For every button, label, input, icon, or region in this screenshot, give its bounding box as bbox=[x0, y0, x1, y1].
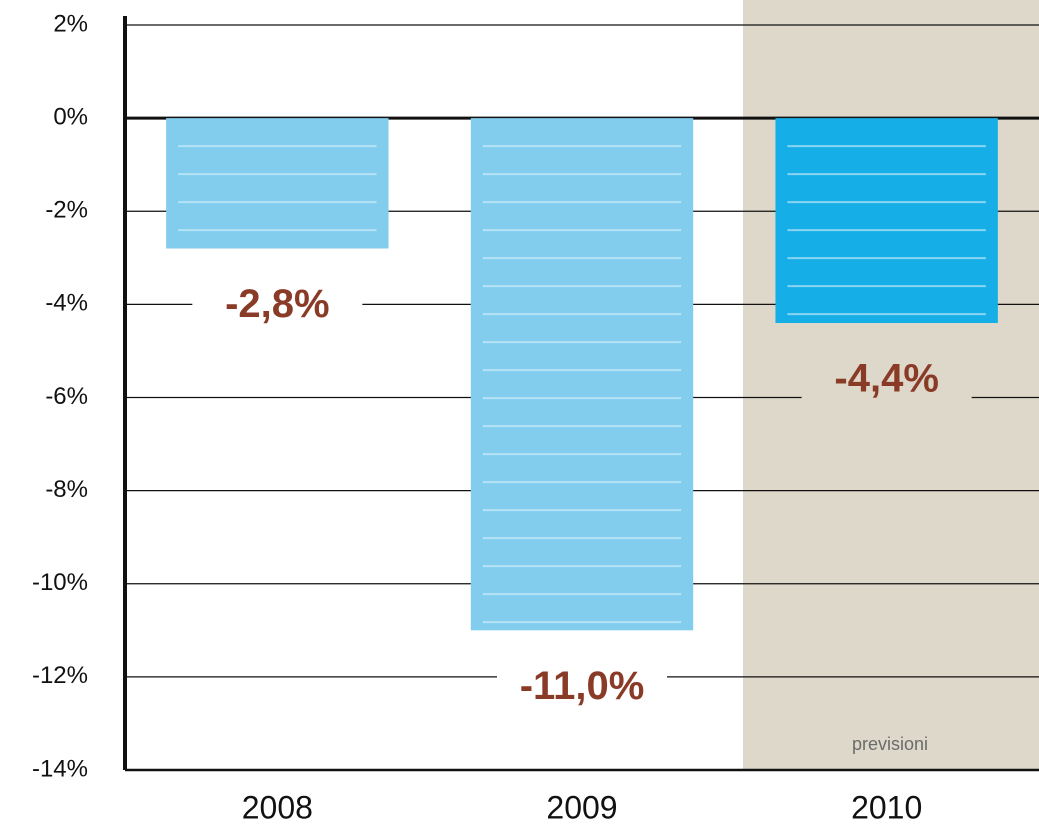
y-tick-label: -4% bbox=[45, 290, 88, 317]
y-tick-label: -14% bbox=[32, 755, 88, 782]
y-tick-label: 0% bbox=[53, 103, 88, 130]
y-tick-label: 2% bbox=[53, 10, 88, 37]
y-tick-label: -8% bbox=[45, 476, 88, 503]
annotation: previsioni bbox=[852, 734, 928, 754]
y-tick-label: -2% bbox=[45, 197, 88, 224]
x-tick-label: 2009 bbox=[546, 789, 617, 825]
y-tick-label: -6% bbox=[45, 383, 88, 410]
value-label: -2,8% bbox=[225, 282, 330, 326]
bar bbox=[775, 118, 997, 323]
value-label: -4,4% bbox=[834, 357, 939, 401]
y-tick-label: -12% bbox=[32, 662, 88, 689]
bar bbox=[166, 118, 388, 248]
x-tick-label: 2010 bbox=[851, 789, 922, 825]
chart: previsioni 2% 0% -2% -4% -6% -8% -10% -12% -14% 2… bbox=[0, 0, 1039, 836]
y-tick-label: -10% bbox=[32, 569, 88, 596]
value-label: -11,0% bbox=[520, 664, 645, 708]
x-tick-label: 2008 bbox=[242, 789, 313, 825]
bar bbox=[471, 118, 693, 630]
